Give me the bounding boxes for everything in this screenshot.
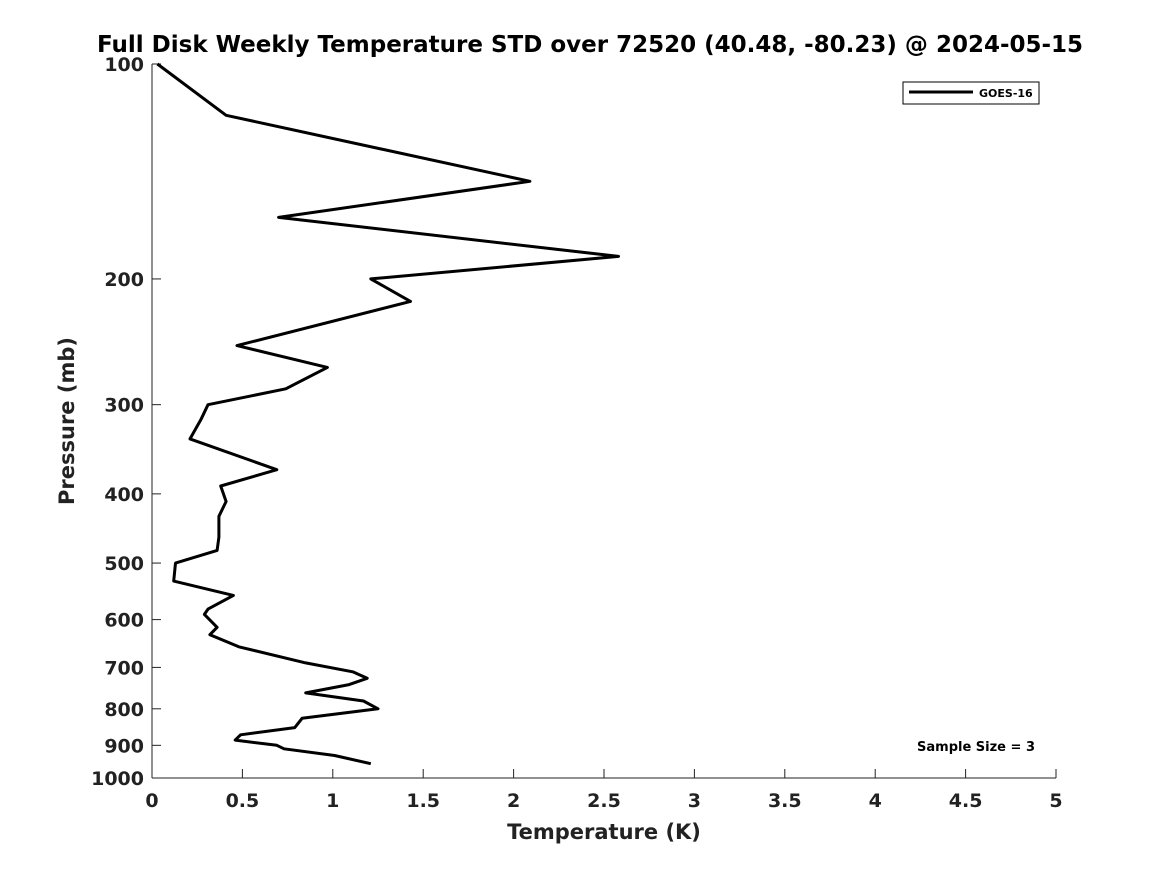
y-ticks: 100 200 300 400 500 600 700 800 900 1000 xyxy=(91,54,161,790)
x-ticks: 0 0.5 1 1.5 2 2.5 3 3.5 4 4.5 5 xyxy=(145,769,1063,812)
x-tick-label: 3 xyxy=(688,790,701,812)
y-tick-label: 300 xyxy=(104,395,144,417)
sample-size-annotation: Sample Size = 3 xyxy=(917,740,1035,755)
y-tick-label: 100 xyxy=(104,54,144,76)
series-line-goes-16 xyxy=(156,62,620,766)
y-tick-label: 500 xyxy=(104,553,144,575)
series-group xyxy=(156,62,620,766)
chart-title: Full Disk Weekly Temperature STD over 72… xyxy=(97,32,1083,58)
y-tick-label: 900 xyxy=(104,735,144,757)
x-tick-label: 4 xyxy=(869,790,882,812)
plot-axes xyxy=(151,64,1056,779)
y-tick-label: 400 xyxy=(104,484,144,506)
x-tick-label: 0.5 xyxy=(226,790,260,812)
x-tick-label: 1 xyxy=(326,790,339,812)
y-axis-label: Pressure (mb) xyxy=(55,337,79,505)
y-tick-label: 800 xyxy=(104,699,144,721)
y-tick-label: 700 xyxy=(104,657,144,679)
x-tick-label: 2 xyxy=(507,790,520,812)
x-tick-label: 2.5 xyxy=(587,790,621,812)
x-tick-label: 3.5 xyxy=(768,790,802,812)
x-tick-label: 5 xyxy=(1049,790,1062,812)
x-tick-label: 0 xyxy=(145,790,158,812)
y-tick-label: 1000 xyxy=(91,768,144,790)
legend: GOES-16 xyxy=(902,81,1040,105)
x-tick-label: 1.5 xyxy=(406,790,440,812)
legend-label-goes16: GOES-16 xyxy=(979,87,1033,100)
y-tick-label: 600 xyxy=(104,610,144,632)
x-axis-label: Temperature (K) xyxy=(507,820,701,844)
x-tick-label: 4.5 xyxy=(949,790,983,812)
y-tick-label: 200 xyxy=(104,269,144,291)
